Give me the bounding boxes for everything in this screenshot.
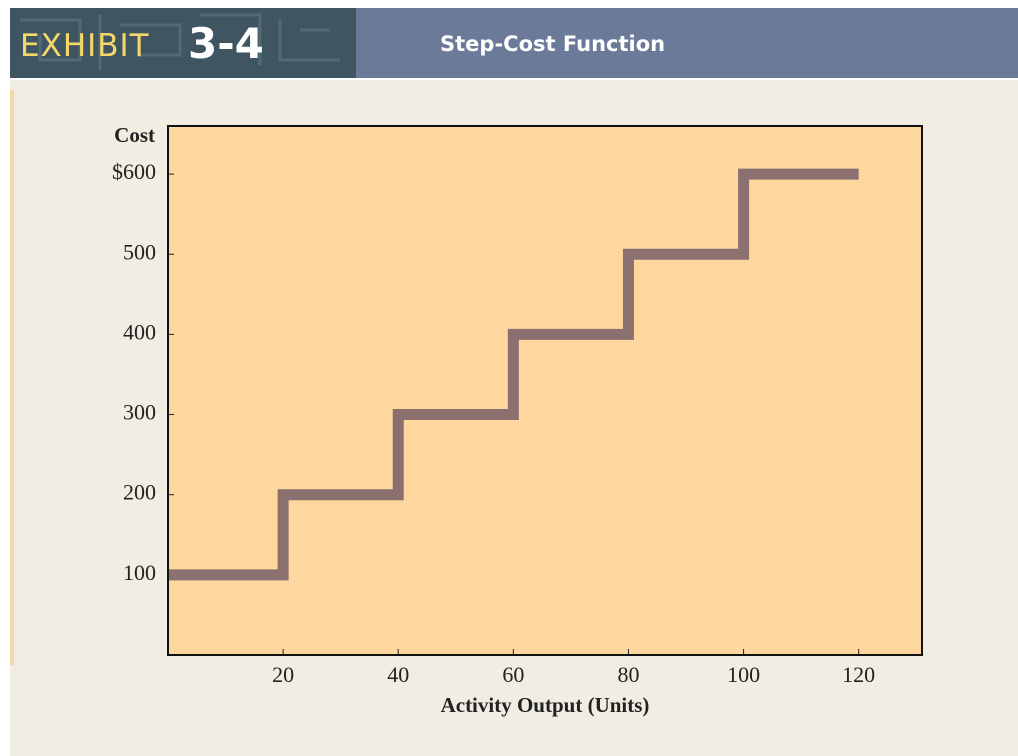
- y-tick-label: 100: [123, 560, 156, 585]
- exhibit-number: 3-4: [188, 19, 264, 68]
- x-axis-title: Activity Output (Units): [441, 693, 650, 717]
- plot-area: [168, 126, 922, 655]
- x-tick-label: 100: [727, 662, 760, 687]
- y-axis-title: Cost: [114, 123, 155, 147]
- y-tick-label: 400: [123, 319, 156, 344]
- x-tick-label: 80: [617, 662, 639, 687]
- x-tick-label: 40: [387, 662, 409, 687]
- y-tick-label: $600: [112, 159, 156, 184]
- y-tick-label: 300: [123, 400, 156, 425]
- chart-title: Step-Cost Function: [440, 32, 665, 56]
- header-pattern: [20, 13, 340, 70]
- panel-rule: [10, 90, 14, 665]
- exhibit-label: EXHIBIT: [20, 28, 150, 64]
- step-line: [168, 168, 859, 581]
- y-tick-label: 500: [123, 239, 156, 264]
- header-right: [356, 8, 1018, 78]
- x-tick-label: 20: [272, 662, 294, 687]
- y-tick-label: 200: [123, 480, 156, 505]
- header-left: [10, 8, 356, 78]
- plot-border: [167, 125, 923, 656]
- x-tick-label: 120: [842, 662, 875, 687]
- x-tick-label: 60: [502, 662, 524, 687]
